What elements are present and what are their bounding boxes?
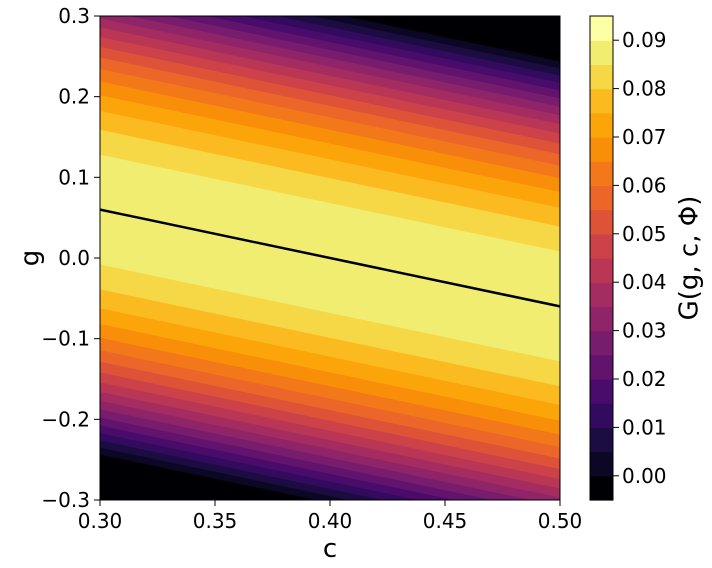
colorbar-frame: [589, 15, 614, 501]
colorbar-swatch: [590, 88, 613, 114]
colorbar-label: G(g, c, Φ): [675, 196, 705, 321]
colorbar-swatch: [590, 16, 613, 41]
colorbar-swatch: [590, 112, 613, 138]
colorbar-swatch: [590, 209, 613, 235]
colorbar-swatch: [590, 40, 613, 65]
colorbar-tick-label: 0.08: [622, 77, 667, 101]
contour-fill: [100, 16, 560, 500]
colorbar-swatch: [590, 475, 613, 501]
colorbar-swatch: [590, 403, 613, 428]
colorbar-swatch: [590, 306, 613, 332]
colorbar-tick-label: 0.01: [622, 415, 667, 439]
colorbar-swatch: [590, 330, 613, 356]
x-tick-label: 0.50: [538, 509, 583, 533]
colorbar-swatch: [590, 354, 613, 380]
y-tick-label: 0.3: [58, 4, 90, 28]
colorbar-swatch: [590, 258, 613, 283]
x-axis: 0.30 0.35 0.40 0.45 0.50: [78, 500, 583, 533]
ridge-line: [99, 208, 561, 308]
colorbar-tick-label: 0.03: [622, 319, 667, 343]
colorbar: 0.09 0.08 0.07 0.06 0.05 0.04 0.03 0.02 0.01 0.00: [589, 15, 667, 501]
x-tick-label: 0.35: [193, 509, 238, 533]
y-tick-label: −0.1: [41, 327, 90, 351]
colorbar-tick-label: 0.09: [622, 28, 667, 52]
y-tick-label: −0.2: [41, 407, 90, 431]
x-axis-label: c: [323, 534, 337, 564]
y-tick-label: −0.3: [41, 488, 90, 512]
colorbar-swatch: [590, 379, 613, 404]
colorbar-tick-label: 0.07: [622, 125, 667, 149]
colorbar-swatch: [590, 185, 613, 211]
y-axis-label: g: [16, 250, 46, 267]
colorbar-swatch: [590, 451, 613, 477]
colorbar-tick-label: 0.02: [622, 367, 667, 391]
colorbar-swatch: [590, 137, 613, 162]
colorbar-swatch: [590, 427, 613, 453]
colorbar-tick-label: 0.04: [622, 270, 667, 294]
x-tick-label: 0.45: [423, 509, 468, 533]
x-tick-label: 0.30: [78, 509, 123, 533]
y-axis: 0.3 0.2 0.1 0.0 −0.1 −0.2 −0.3: [41, 4, 100, 512]
y-tick-label: 0.0: [58, 246, 90, 270]
y-tick-label: 0.2: [58, 85, 90, 109]
colorbar-tick-label: 0.00: [622, 464, 667, 488]
colorbar-swatch: [590, 233, 613, 259]
colorbar-tick-label: 0.06: [622, 173, 667, 197]
colorbar-swatch: [590, 64, 613, 90]
colorbar-swatch: [590, 161, 613, 186]
colorbar-tick-label: 0.05: [622, 222, 667, 246]
colorbar-swatch: [590, 282, 613, 307]
plot-area: [99, 15, 561, 501]
colorbar-swatches: [590, 16, 613, 501]
x-tick-label: 0.40: [308, 509, 353, 533]
colorbar-ticks: 0.09 0.08 0.07 0.06 0.05 0.04 0.03 0.02 0.01 0.00: [613, 28, 667, 488]
y-tick-label: 0.1: [58, 165, 90, 189]
